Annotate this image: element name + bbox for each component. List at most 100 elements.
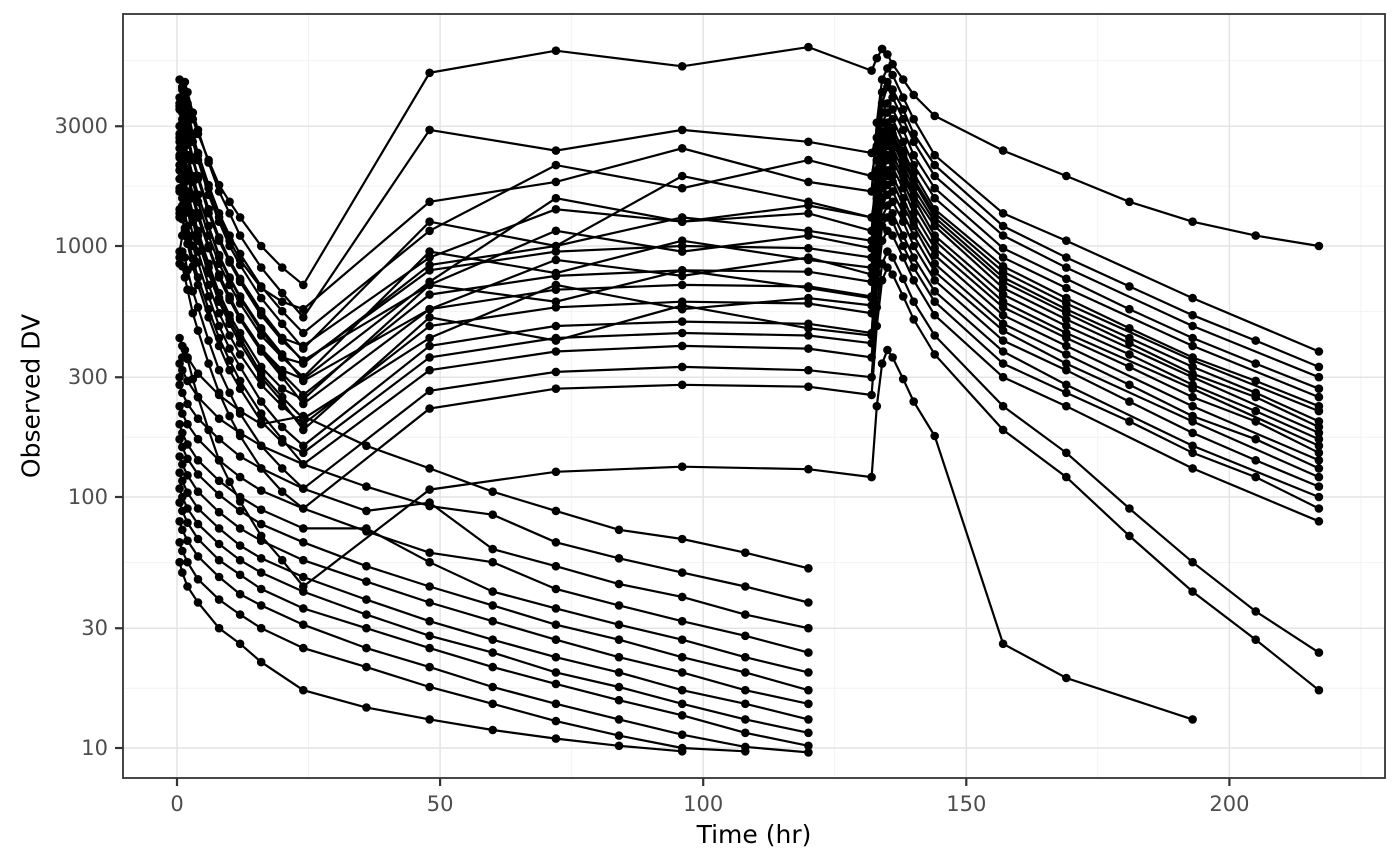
observation-point [180, 273, 190, 282]
observation-point [178, 442, 187, 452]
observation-point [1062, 472, 1071, 482]
observation-point [998, 336, 1008, 345]
observation-point [677, 616, 687, 626]
observation-point [180, 223, 190, 233]
observation-point [362, 643, 371, 653]
observation-point [214, 434, 224, 444]
observation-point [1314, 422, 1324, 432]
observation-point [614, 620, 624, 629]
x-tick-label: 200 [1209, 792, 1249, 816]
observation-point [425, 643, 434, 653]
observation-point [551, 506, 561, 516]
observation-point [930, 221, 939, 231]
observation-point [614, 731, 624, 740]
observation-point [235, 610, 245, 619]
observation-point [256, 282, 266, 291]
observation-point [183, 471, 192, 480]
observation-point [1188, 372, 1197, 382]
observation-point [614, 682, 624, 692]
observation-point [551, 193, 561, 203]
observation-point [178, 525, 187, 535]
observation-point [1125, 397, 1134, 406]
observation-point [214, 555, 224, 565]
series-layer [175, 42, 1324, 757]
observation-point [214, 187, 224, 196]
observation-point [256, 584, 266, 594]
observation-point [183, 285, 192, 295]
subject-profile-line [178, 520, 809, 754]
observation-point [362, 577, 371, 586]
observation-point [425, 715, 434, 724]
observation-point [299, 441, 308, 451]
observation-point [175, 517, 184, 526]
observation-point [1188, 392, 1197, 402]
subject-profile-line [178, 502, 809, 747]
observation-point [1062, 321, 1071, 331]
y-tick-label: 100 [68, 485, 108, 509]
observation-point [256, 397, 266, 406]
observation-point [551, 384, 561, 394]
observation-point [909, 297, 918, 307]
observation-point [425, 68, 434, 78]
observation-point [214, 217, 224, 226]
observation-point [551, 716, 561, 726]
subject-profile-line [178, 384, 809, 630]
observation-point [898, 374, 908, 384]
observation-point [930, 183, 939, 193]
observation-point [677, 747, 687, 756]
observation-point [193, 470, 203, 479]
observation-point [425, 290, 434, 299]
observation-point [998, 319, 1008, 329]
observation-point [256, 657, 266, 667]
observation-point [488, 487, 498, 497]
observation-point [175, 401, 184, 411]
observation-point [235, 274, 245, 284]
observation-point [235, 541, 245, 550]
observation-point [677, 635, 687, 644]
observation-point [235, 350, 245, 359]
observation-point [214, 297, 224, 307]
observation-point [1251, 635, 1260, 644]
observation-point [425, 498, 434, 507]
observation-point [277, 263, 287, 272]
observation-point [909, 137, 918, 147]
observation-point [1188, 441, 1197, 451]
observation-point [614, 554, 624, 563]
observation-point [193, 552, 203, 561]
observation-point [877, 44, 887, 54]
observation-point [551, 635, 561, 644]
observation-point [256, 536, 266, 545]
observation-point [425, 280, 434, 290]
observation-point [898, 241, 908, 251]
observation-point [883, 190, 892, 200]
observation-point [1062, 365, 1071, 375]
subject-profile-line [178, 488, 809, 734]
observation-point [425, 404, 434, 413]
observation-point [930, 310, 939, 320]
observation-point [998, 303, 1008, 312]
observation-point [183, 582, 192, 591]
observation-point [614, 741, 624, 751]
observation-point [235, 589, 245, 599]
observation-point [299, 376, 308, 386]
observation-point [193, 504, 203, 513]
observation-point [235, 249, 245, 259]
observation-point [183, 353, 192, 362]
observation-point [204, 292, 213, 301]
observation-point [193, 575, 203, 584]
observation-point [425, 304, 434, 314]
observation-point [235, 231, 245, 240]
observation-point [1125, 350, 1134, 359]
observation-point [804, 319, 813, 329]
observation-point [193, 303, 203, 312]
observation-point [804, 42, 813, 52]
observation-point [178, 409, 187, 418]
observation-point [741, 548, 750, 557]
observation-point [883, 141, 892, 151]
observation-point [1062, 359, 1071, 368]
observation-point [883, 50, 892, 59]
observation-point [998, 253, 1008, 262]
observation-point [1251, 392, 1260, 402]
observation-point [235, 506, 245, 516]
